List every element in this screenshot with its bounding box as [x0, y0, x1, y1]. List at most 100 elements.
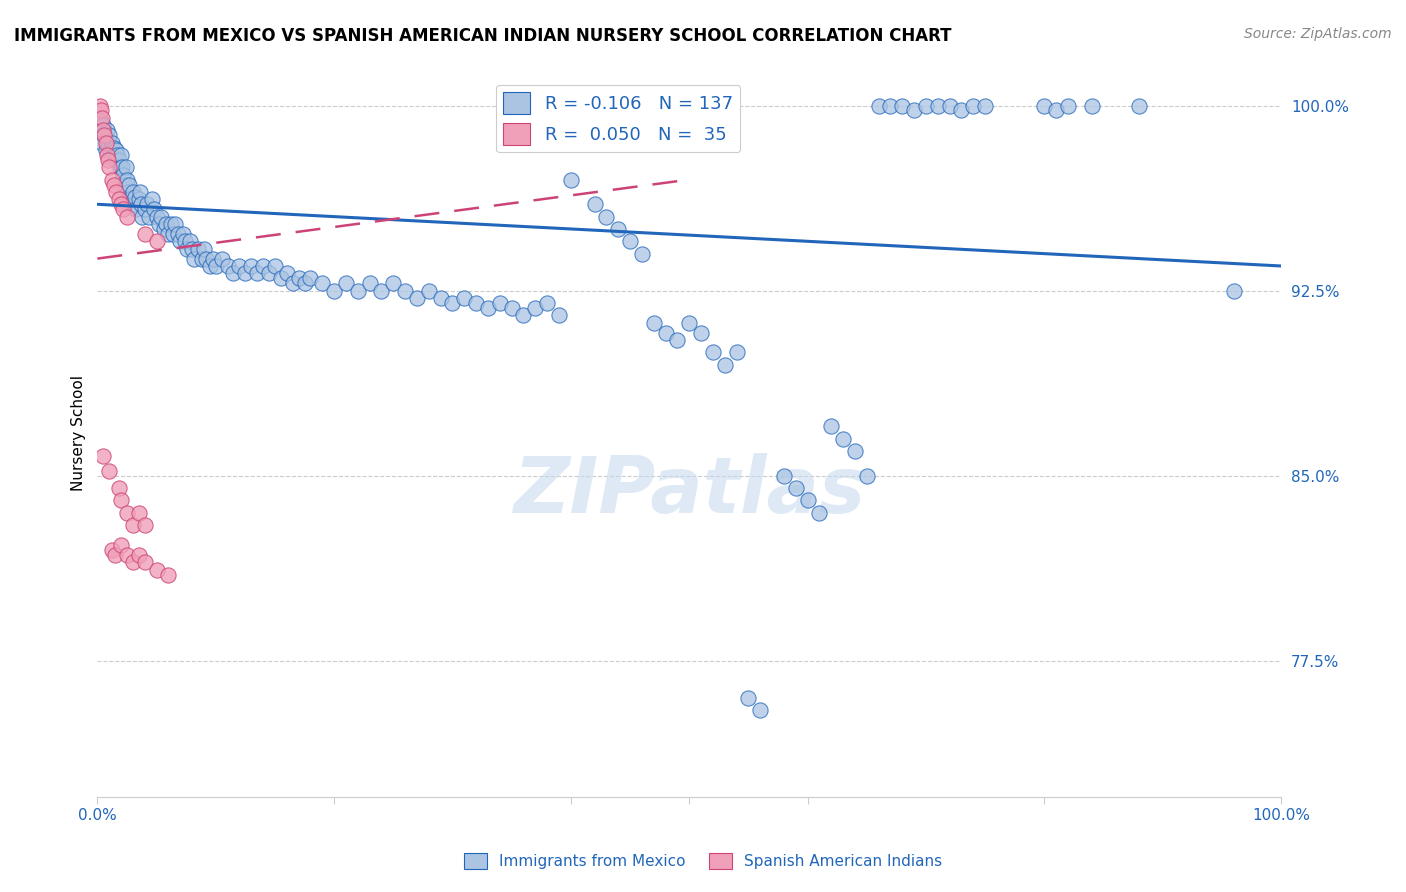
Point — [832, 432, 855, 446]
Point — [335, 277, 357, 291]
Point — [121, 518, 143, 533]
Point — [141, 192, 163, 206]
Point — [111, 161, 134, 175]
Point — [90, 123, 112, 137]
Point — [110, 493, 132, 508]
Point — [240, 259, 263, 273]
Point — [264, 259, 287, 273]
Point — [654, 326, 676, 340]
Point — [190, 252, 212, 266]
Point — [128, 506, 150, 520]
Point — [868, 98, 890, 112]
Point — [101, 148, 124, 162]
Point — [548, 309, 571, 323]
Point — [143, 202, 166, 217]
Point — [713, 358, 735, 372]
Point — [252, 259, 274, 273]
Point — [105, 143, 128, 157]
Point — [820, 419, 842, 434]
Point — [287, 271, 309, 285]
Point — [157, 567, 180, 582]
Point — [737, 690, 759, 705]
Y-axis label: Nursery School: Nursery School — [72, 375, 86, 491]
Point — [1128, 98, 1150, 112]
Legend: R = -0.106   N = 137, R =  0.050   N =  35: R = -0.106 N = 137, R = 0.050 N = 35 — [496, 85, 740, 153]
Point — [524, 301, 547, 315]
Point — [359, 277, 381, 291]
Point — [233, 266, 256, 280]
Point — [595, 210, 617, 224]
Point — [110, 148, 132, 162]
Point — [122, 197, 145, 211]
Point — [155, 217, 177, 231]
Point — [179, 235, 201, 249]
Point — [150, 210, 173, 224]
Point — [270, 271, 292, 285]
Point — [115, 506, 138, 520]
Point — [690, 326, 713, 340]
Point — [103, 140, 125, 154]
Point — [169, 235, 191, 249]
Point — [107, 148, 129, 162]
Point — [136, 197, 159, 211]
Point — [204, 259, 226, 273]
Point — [129, 197, 152, 211]
Point — [198, 259, 221, 273]
Point — [1033, 98, 1056, 112]
Point — [114, 178, 136, 192]
Point — [915, 98, 938, 112]
Point — [643, 316, 665, 330]
Point — [138, 210, 160, 224]
Point — [281, 277, 304, 291]
Point — [217, 259, 239, 273]
Point — [323, 284, 346, 298]
Point — [607, 222, 630, 236]
Point — [89, 111, 111, 125]
Point — [152, 222, 174, 236]
Point — [176, 242, 198, 256]
Point — [107, 153, 129, 167]
Point — [536, 296, 558, 310]
Point — [165, 217, 187, 231]
Point — [962, 98, 984, 112]
Text: ZIPatlas: ZIPatlas — [513, 453, 865, 529]
Point — [91, 136, 114, 150]
Point — [112, 202, 135, 217]
Point — [879, 98, 901, 112]
Point — [174, 235, 197, 249]
Point — [1080, 98, 1102, 112]
Point — [91, 111, 114, 125]
Point — [105, 185, 128, 199]
Point — [128, 548, 150, 562]
Point — [145, 235, 167, 249]
Point — [346, 284, 368, 298]
Point — [228, 259, 250, 273]
Point — [134, 518, 156, 533]
Point — [1045, 103, 1067, 118]
Point — [172, 227, 194, 241]
Point — [100, 143, 122, 157]
Point — [246, 266, 269, 280]
Point — [115, 172, 138, 186]
Point — [619, 235, 641, 249]
Point — [107, 481, 129, 495]
Point — [100, 542, 122, 557]
Point — [276, 266, 298, 280]
Point — [465, 296, 488, 310]
Point — [124, 190, 146, 204]
Point — [429, 291, 451, 305]
Point — [117, 185, 139, 199]
Point — [100, 172, 122, 186]
Point — [583, 197, 606, 211]
Point — [121, 185, 143, 199]
Point — [560, 172, 582, 186]
Point — [120, 192, 142, 206]
Point — [855, 468, 877, 483]
Point — [631, 246, 654, 260]
Point — [950, 103, 973, 118]
Point — [1057, 98, 1080, 112]
Point — [162, 227, 184, 241]
Point — [299, 271, 322, 285]
Point — [91, 118, 114, 132]
Point — [93, 128, 115, 143]
